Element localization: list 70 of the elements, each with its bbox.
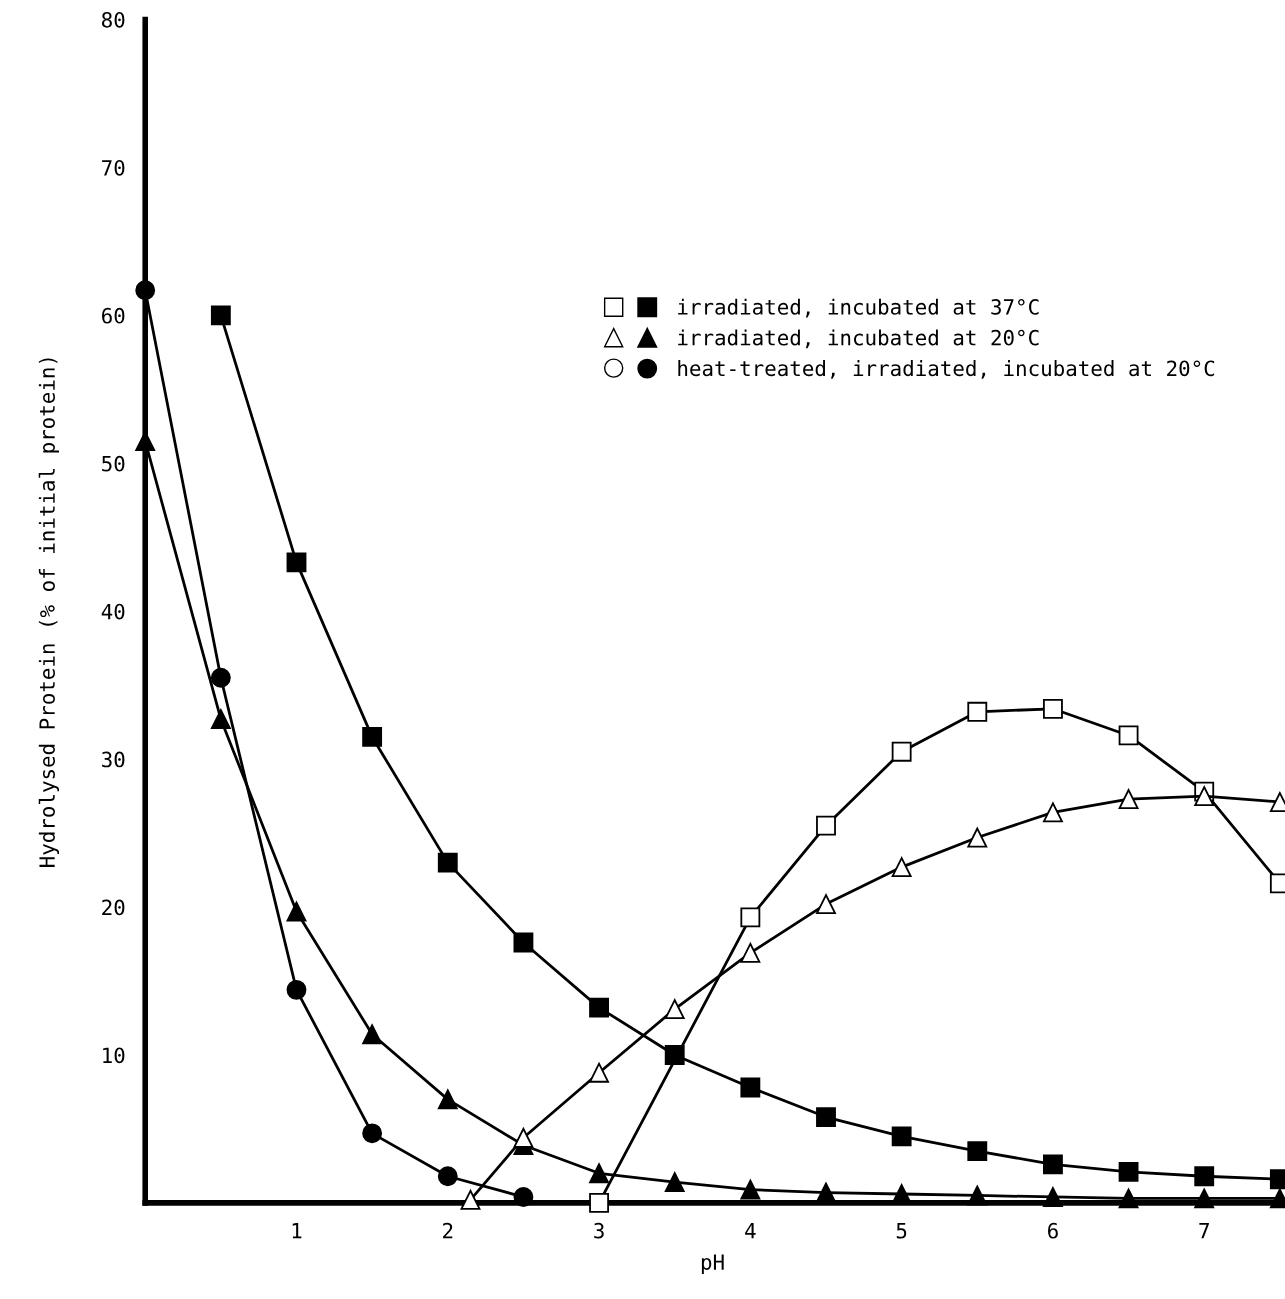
x-tick-label: 4 (745, 1223, 756, 1239)
point (135, 280, 156, 301)
point (740, 907, 761, 928)
y-tick-label: 30 (102, 751, 125, 768)
point (1118, 1161, 1139, 1182)
x-tick-label: 2 (443, 1222, 453, 1239)
y-tick-label: 70 (102, 159, 125, 176)
y-tick-label: 10 (103, 1047, 125, 1064)
point (967, 1141, 988, 1162)
point (740, 942, 761, 963)
point (816, 1107, 836, 1128)
point (1194, 786, 1215, 807)
point (1118, 725, 1139, 746)
point (513, 1187, 534, 1207)
point (362, 1024, 383, 1045)
y-tick-label: 60 (102, 307, 125, 324)
point (286, 901, 307, 922)
y-tick-label: 40 (101, 603, 125, 620)
legend-label: irradiated, incubated at 37°C (678, 298, 1039, 318)
point (891, 741, 912, 762)
point (967, 701, 988, 722)
point (460, 1189, 481, 1210)
point (135, 431, 156, 451)
point (816, 894, 836, 915)
point (967, 827, 988, 848)
x-tick-label: 6 (1048, 1222, 1058, 1239)
point (816, 815, 836, 836)
point (1042, 1154, 1063, 1175)
point (1042, 698, 1063, 719)
point (362, 726, 383, 747)
point (362, 1123, 383, 1144)
point (210, 667, 231, 688)
point (664, 999, 685, 1020)
y-axis-title: Hydrolysed Protein (% of initial protein) (38, 358, 60, 867)
point (437, 852, 458, 873)
point (816, 1182, 836, 1203)
x-tick-label: 1 (292, 1223, 302, 1239)
point (589, 997, 609, 1018)
point (210, 709, 231, 730)
point (967, 1185, 988, 1206)
point (286, 979, 307, 1000)
y-tick-label: 80 (102, 11, 125, 28)
point (1194, 1188, 1215, 1209)
point (589, 1062, 609, 1083)
x-tick-label: 5 (896, 1223, 907, 1239)
y-tick-label: 50 (102, 455, 125, 472)
point (513, 932, 534, 953)
legend-label: heat-treated, irradiated, incubated at 20°C (678, 360, 1215, 379)
point (740, 1179, 761, 1200)
point (589, 1163, 609, 1184)
point (891, 1126, 912, 1147)
point (1118, 1188, 1139, 1209)
point (1042, 1187, 1063, 1207)
point (1118, 789, 1139, 809)
point (437, 1166, 458, 1187)
legend-label: irradiated, incubated at 20°C (678, 329, 1039, 349)
y-tick-label: 20 (102, 899, 125, 916)
point (891, 857, 912, 878)
point (589, 1192, 609, 1213)
point (740, 1077, 761, 1098)
x-tick-label: 7 (1199, 1223, 1209, 1239)
point (437, 1089, 458, 1110)
x-tick-label: 3 (594, 1222, 604, 1239)
point (513, 1127, 534, 1148)
point (286, 552, 307, 573)
point (664, 1172, 685, 1193)
point (210, 305, 231, 326)
point (1194, 1166, 1215, 1187)
point (1042, 802, 1063, 823)
x-axis-title: pH (701, 1254, 724, 1274)
